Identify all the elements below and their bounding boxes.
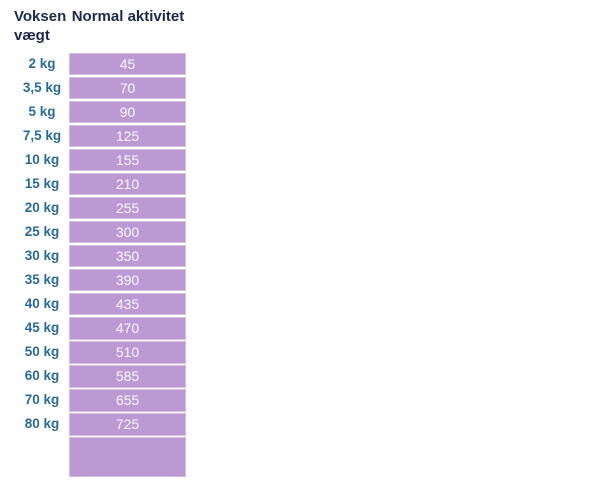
- weight-label: 5 kg: [28, 103, 56, 119]
- weight-label: 3,5 kg: [22, 79, 62, 95]
- weight-label: 45 kg: [24, 320, 60, 336]
- value-cell: 435: [69, 292, 186, 316]
- value-cell: 90: [69, 100, 186, 124]
- value-cell: 585: [69, 365, 186, 388]
- table-row: 3,5 kg 70: [15, 76, 186, 100]
- table-footer-row: [15, 437, 186, 477]
- table-row: 15 kg 210: [15, 172, 186, 196]
- weight-label: 80 kg: [24, 416, 60, 432]
- table-row: 20 kg 255: [15, 196, 186, 220]
- table-row: 2 kg 45: [15, 52, 186, 75]
- weight-label: 35 kg: [24, 271, 60, 287]
- weight-label: 25 kg: [24, 223, 60, 239]
- weight-label: 60 kg: [24, 368, 60, 384]
- table-body: 2 kg 45 3,5 kg 70 5 kg 90 7,5 kg 125 10 …: [15, 52, 186, 479]
- column-header-weight: Voksen vægt: [14, 8, 67, 44]
- value-cell: 725: [69, 413, 186, 436]
- value-cell: 350: [69, 244, 186, 268]
- value-cell: 255: [69, 196, 186, 220]
- weight-label: 15 kg: [24, 175, 60, 191]
- weight-label-empty: [15, 437, 69, 460]
- table-row: 80 kg 725: [15, 413, 186, 436]
- value-cell: 655: [69, 389, 186, 412]
- table-row: 10 kg 155: [15, 148, 186, 172]
- weight-label: 50 kg: [24, 344, 60, 360]
- weight-label: 40 kg: [24, 295, 60, 311]
- value-cell: 470: [69, 317, 186, 340]
- value-cell: 70: [69, 76, 186, 100]
- value-cell: 45: [69, 52, 186, 75]
- weight-label: 7,5 kg: [22, 127, 62, 143]
- weight-label: 10 kg: [24, 151, 60, 167]
- empty-value-cell: [69, 437, 186, 477]
- weight-label: 2 kg: [28, 55, 56, 71]
- table-row: 45 kg 470: [15, 317, 186, 340]
- value-cell: 390: [69, 268, 186, 292]
- column-header-normal-activity: Normal aktivitet: [71, 8, 185, 25]
- value-cell: 300: [69, 220, 186, 244]
- table-row: 30 kg 350: [15, 244, 186, 268]
- weight-label: 30 kg: [24, 247, 60, 263]
- weight-label: 70 kg: [24, 392, 60, 408]
- table-row: 40 kg 435: [15, 292, 186, 316]
- value-cell: 210: [69, 172, 186, 196]
- value-cell: 125: [69, 124, 186, 148]
- table-row: 50 kg 510: [15, 341, 186, 364]
- weight-label: 20 kg: [24, 199, 60, 215]
- value-cell: 510: [69, 341, 186, 364]
- table-row: 35 kg 390: [15, 268, 186, 292]
- table-row: 60 kg 585: [15, 365, 186, 388]
- table-row: 70 kg 655: [15, 389, 186, 412]
- table-row: 25 kg 300: [15, 220, 186, 244]
- table-row: 7,5 kg 125: [15, 124, 186, 148]
- table-row: 5 kg 90: [15, 100, 186, 124]
- value-cell: 155: [69, 148, 186, 172]
